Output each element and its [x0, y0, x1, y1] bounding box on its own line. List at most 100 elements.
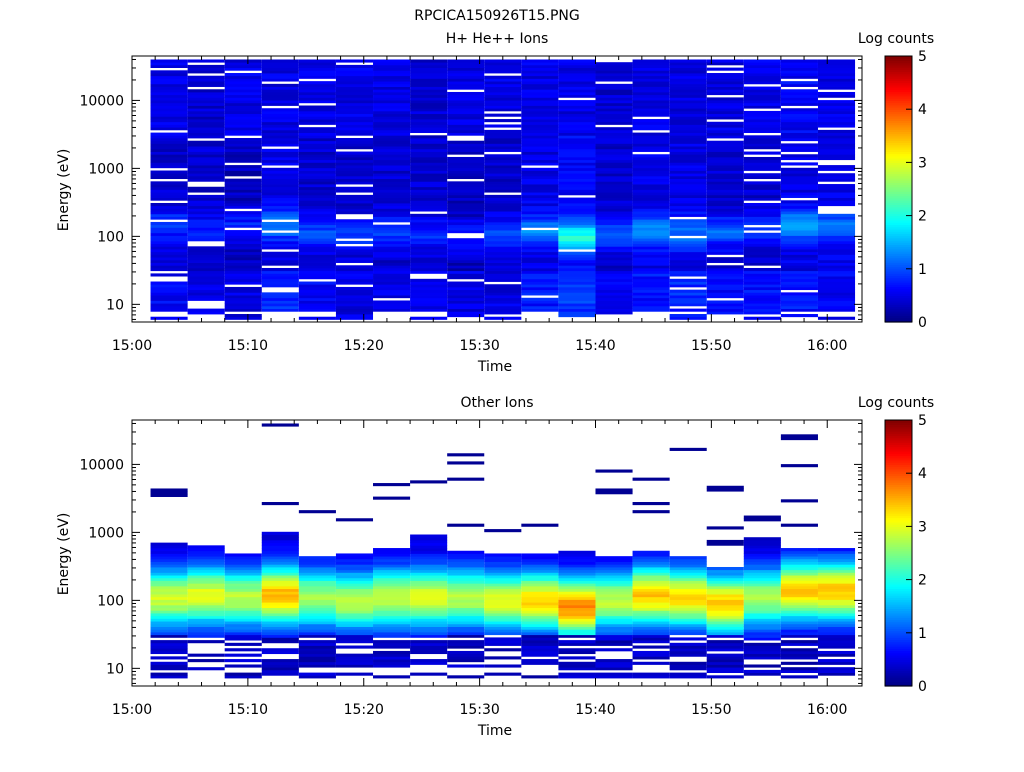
heatmap-cell: [558, 83, 596, 87]
heatmap-cell: [187, 667, 225, 671]
colorbar-swatch: [885, 548, 912, 552]
heatmap-cell: [521, 105, 559, 109]
heatmap-cell: [595, 162, 633, 166]
heatmap-cell: [224, 170, 262, 174]
heatmap-cell: [335, 303, 374, 307]
heatmap-cell: [817, 566, 856, 571]
heatmap-cell: [410, 81, 448, 85]
heatmap-cell: [558, 238, 596, 242]
colorbar-swatch: [885, 284, 912, 288]
heatmap-cell: [484, 235, 522, 239]
heatmap-cell: [817, 278, 856, 282]
heatmap-cell: [261, 97, 299, 101]
heatmap-cell: [558, 289, 596, 293]
heatmap-cell: [706, 591, 744, 595]
heatmap-cell: [706, 585, 744, 590]
colorbar-swatch: [885, 510, 912, 514]
heatmap-cell: [558, 311, 596, 315]
heatmap-cell: [595, 591, 633, 595]
heatmap-cell: [150, 213, 188, 217]
colorbar-swatch: [885, 120, 912, 124]
heatmap-cell: [521, 175, 559, 180]
heatmap-cell: [632, 249, 670, 253]
heatmap-cell: [484, 184, 522, 188]
heatmap-cell: [743, 270, 781, 274]
heatmap-cell: [447, 650, 485, 655]
heatmap-cell: [521, 140, 559, 144]
heatmap-cell: [706, 675, 744, 679]
heatmap-cell: [261, 173, 299, 177]
colorbar-swatch: [885, 641, 912, 645]
heatmap-cell: [187, 566, 225, 571]
heatmap-cell: [558, 634, 596, 638]
heatmap-cell: [706, 305, 744, 309]
heatmap-cell: [817, 232, 856, 236]
colorbar-swatch: [885, 62, 912, 66]
heatmap-cell: [558, 148, 596, 152]
heatmap-cell: [632, 267, 670, 272]
heatmap-cell: [298, 135, 336, 139]
heatmap-cell: [521, 267, 559, 272]
heatmap-cell: [261, 276, 299, 280]
heatmap-cell: [780, 208, 818, 212]
heatmap-cell: [595, 186, 633, 190]
heatmap-cell: [632, 556, 670, 560]
heatmap-cell: [595, 197, 633, 201]
heatmap-cell: [743, 295, 781, 299]
colorbar-swatch: [885, 679, 912, 683]
heatmap-cell: [780, 265, 818, 269]
heatmap-cell: [298, 289, 336, 293]
colorbar-swatch: [885, 98, 912, 101]
colorbar-swatch: [885, 617, 912, 621]
heatmap-cell: [817, 202, 856, 207]
heatmap-cell: [187, 167, 225, 171]
heatmap-cell: [817, 267, 856, 272]
heatmap-cell: [595, 648, 633, 652]
heatmap-cell: [150, 550, 188, 554]
heatmap-cell: [410, 119, 448, 123]
heatmap-cell: [780, 154, 818, 158]
colorbar-swatch: [885, 610, 912, 614]
heatmap-cell: [558, 129, 596, 133]
heatmap-cell: [373, 205, 411, 209]
heatmap-cell: [669, 211, 707, 215]
heatmap-cell: [780, 292, 818, 296]
heatmap-cell: [150, 488, 188, 492]
heatmap-cell: [780, 146, 818, 150]
heatmap-cell: [669, 184, 707, 188]
heatmap-cell: [595, 577, 633, 581]
heatmap-cell: [224, 642, 262, 646]
heatmap-cell: [410, 583, 448, 587]
heatmap-cell: [150, 308, 188, 312]
heatmap-cell: [447, 634, 485, 638]
heatmap-cell: [484, 194, 522, 198]
heatmap-cell: [410, 165, 448, 169]
heatmap-cell: [335, 613, 374, 617]
heatmap-cell: [410, 602, 448, 606]
heatmap-cell: [669, 613, 707, 617]
heatmap-cell: [521, 629, 559, 633]
heatmap-cell: [335, 100, 374, 104]
heatmap-cell: [595, 585, 633, 590]
heatmap-cell: [298, 281, 336, 285]
heatmap-cell: [373, 267, 411, 272]
heatmap-cell: [447, 94, 485, 98]
heatmap-cell: [632, 675, 670, 679]
colorbar-tick-label: 0: [918, 679, 927, 695]
colorbar-swatch: [885, 493, 912, 496]
heatmap-cell: [780, 184, 818, 188]
heatmap-cell: [521, 156, 559, 161]
heatmap-cell: [224, 623, 262, 627]
colorbar-swatch: [885, 453, 912, 457]
colorbar-swatch: [885, 635, 912, 638]
heatmap-cell: [373, 127, 411, 131]
heatmap-cell: [558, 227, 596, 231]
heatmap-cell: [410, 91, 448, 96]
heatmap-cell: [298, 257, 336, 261]
heatmap-cell: [187, 591, 225, 595]
heatmap-cell: [632, 224, 670, 228]
heatmap-cell: [484, 618, 522, 622]
heatmap-cell: [780, 254, 818, 258]
heatmap-cell: [558, 640, 596, 644]
heatmap-cell: [817, 273, 856, 277]
